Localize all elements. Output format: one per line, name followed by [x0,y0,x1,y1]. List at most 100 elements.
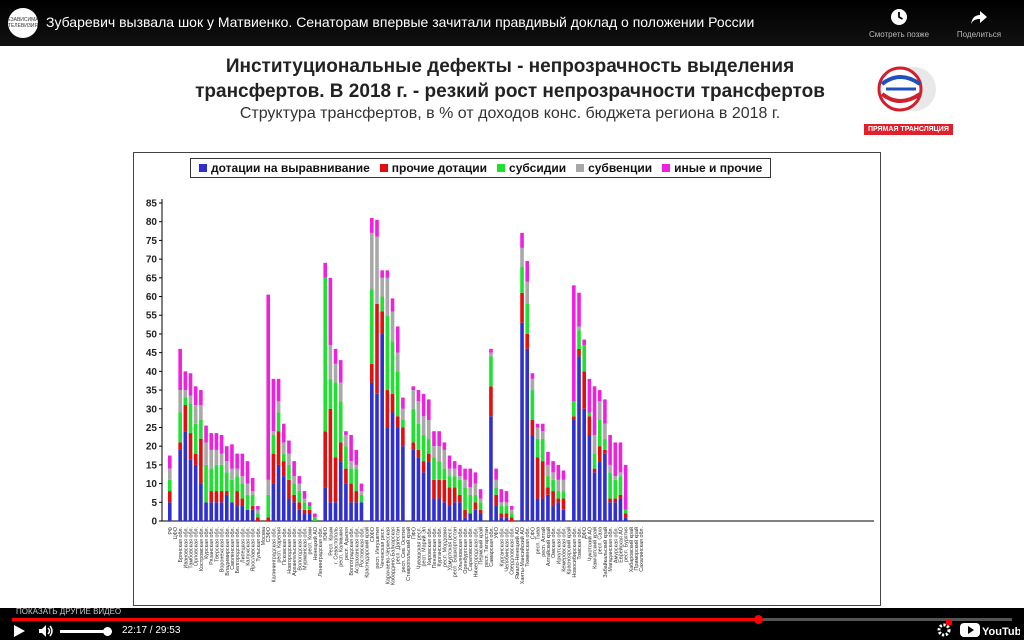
bar-segment [313,517,317,521]
x-category-label: Мурманская обл. [302,527,308,570]
x-category-label: Курганская обл. [499,527,505,567]
volume-icon[interactable] [38,624,54,638]
slide-title-line2: трансфертов. В 2018 г. - резкий рост неп… [195,81,825,102]
more-videos-button[interactable]: ПОКАЗАТЬ ДРУГИЕ ВИДЕО [16,607,122,616]
bar-segment [540,461,545,499]
x-category-label: Новосибирская обл. [572,527,578,578]
bar-segment [256,517,260,521]
slide-title-line1: Институциональные дефекты - непрозрачнос… [225,56,795,77]
play-icon[interactable] [12,624,26,638]
bar-segment [499,517,504,521]
legend-label: прочие дотации [391,161,488,175]
y-tick-label: 35 [146,386,158,397]
bar-segment [520,247,524,267]
bar-segment [416,457,421,521]
bar-segment [592,453,597,469]
x-category-label: г. Севастополь [334,527,340,564]
bar-segment [344,446,348,469]
gear-icon[interactable] [936,622,952,638]
volume-slider[interactable] [60,630,106,633]
x-category-label: Псковская обл. [282,527,288,565]
bar-segment [561,470,566,480]
bar-segment [427,419,431,439]
bar-segment [235,506,239,521]
bar-segment [168,468,172,480]
bar-segment [525,304,530,334]
bar-segment [582,339,586,346]
presentation-slide: Институциональные дефекты - непрозрачнос… [0,46,1024,608]
x-category-label: Ставропольский край [405,527,412,581]
bar-segment [199,390,203,406]
bar-segment [499,506,504,514]
legend-item: иные и прочие [662,161,762,175]
bar-segment [458,479,462,495]
bar-segment [328,408,333,503]
bar-segment [338,461,343,521]
x-category-label: Белгородская обл. [235,527,241,573]
x-category-label: Нижегородская обл. [473,527,479,577]
bar-segment [193,405,198,424]
progress-knob[interactable] [754,615,763,624]
channel-logo-text: НЕЗАВИСИМАЯ ТЕЛЕВИЗИЯ [8,17,38,29]
bar-segment [561,498,566,510]
bar-segment [183,390,188,398]
x-category-label: Ямало-Ненецкий АО [514,527,521,579]
bar-segment [256,513,260,518]
bar-segment [551,472,555,480]
x-category-label: Томская обл. [577,527,583,560]
bar-segment [354,502,359,521]
share-button[interactable]: Поделиться [944,8,1014,39]
time-display: 22:17 / 29:53 [122,625,181,636]
bar-segment [380,333,384,521]
bar-segment [256,506,260,510]
chart-legend: дотации на выравнивание прочие дотации суб… [190,158,772,178]
bar-segment [354,464,359,469]
x-category-label: СЗФО [266,527,272,542]
bar-segment [338,401,343,443]
bar-segment [561,509,566,521]
bar-segment [577,292,581,327]
bar-segment [421,461,426,473]
bar-segment [597,446,602,462]
video-title[interactable]: Зубаревич вызвала шок у Матвиенко. Сенат… [46,14,755,30]
bar-segment [245,494,250,510]
bar-segment [271,453,276,484]
volume-knob[interactable] [103,627,112,636]
bar-segment [494,487,498,495]
x-category-label: Забайкальский край [602,527,609,578]
bar-segment [401,408,405,420]
bar-segment [608,434,612,465]
y-tick-label: 15 [146,460,158,471]
bar-segment [401,446,405,521]
channel-logo[interactable]: НЕЗАВИСИМАЯ ТЕЛЕВИЗИЯ [8,8,38,38]
bar-segment [349,502,353,521]
x-category-label: Сахалинская обл. [639,527,645,572]
bar-segment [287,464,291,480]
bar-segment [556,491,561,499]
bar-segment [577,330,581,349]
watch-later-button[interactable]: Смотреть позже [864,8,934,39]
bar-segment [582,345,586,372]
bar-segment [597,419,602,447]
bar-segment [416,390,421,402]
bar-segment [359,502,364,521]
bar-segment [271,434,276,454]
bar-segment [385,390,390,428]
progress-bar[interactable] [12,615,1012,624]
x-category-label: Свердловская обл. [510,527,516,575]
slide-title: Институциональные дефекты - непрозрачнос… [140,54,880,104]
bar-segment [395,427,400,521]
bar-segment [530,373,535,379]
bar-segment [380,277,384,297]
bar-segment [411,386,416,391]
bar-segment [468,513,473,521]
bar-segment [250,477,255,492]
x-category-label: Костромская обл. [199,527,205,571]
bar-segment [193,464,198,521]
progress-fill [12,618,758,621]
x-category-label: Хабаровский край [628,527,635,572]
bar-segment [370,217,374,233]
bar-segment [250,494,255,507]
bar-segment [401,419,405,428]
youtube-logo[interactable]: YouTube [960,621,1020,639]
